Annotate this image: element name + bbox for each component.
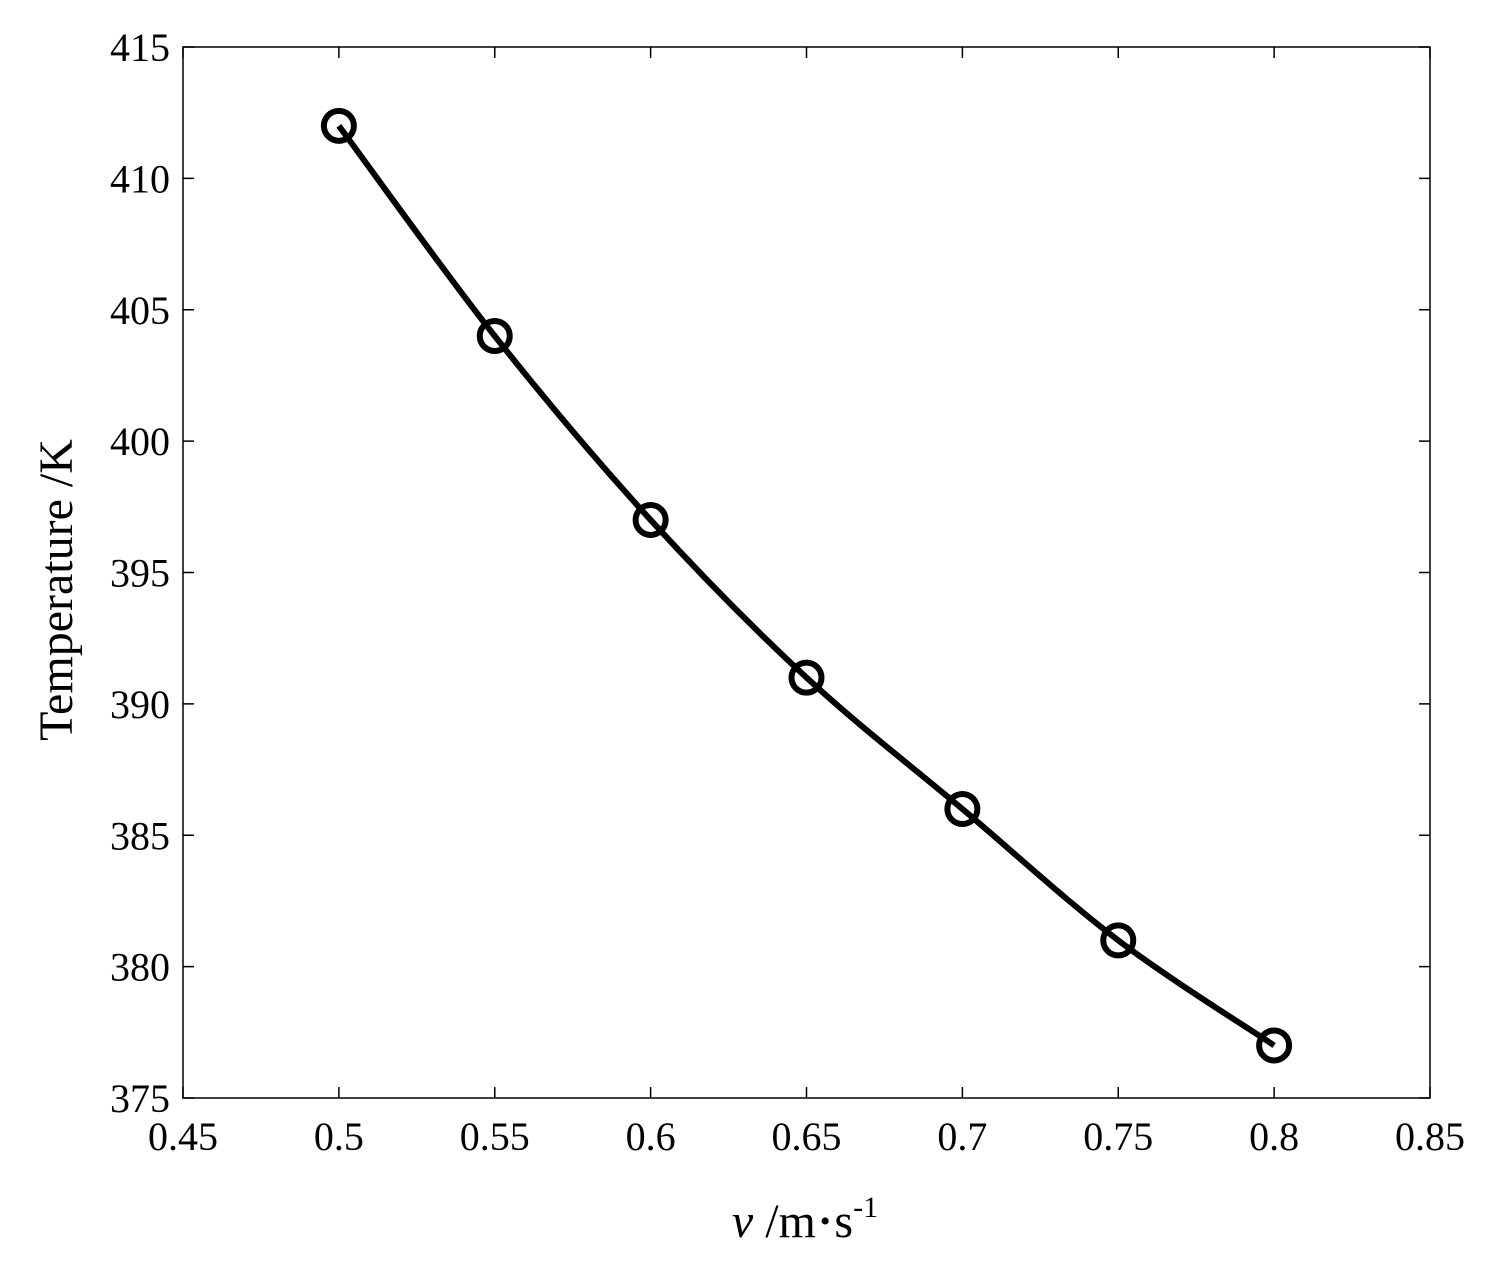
data-series	[320, 107, 1293, 1064]
data-point-4	[944, 790, 981, 827]
y-axis-title: Temperature /K	[30, 439, 83, 741]
y-tick-label: 405	[110, 288, 170, 333]
tick-labels: 0.45 0.5 0.55 0.6 0.65 0.7 0.75 0.8 0.85 375 380 38…	[110, 25, 1465, 1159]
x-tick-label: 0.85	[1395, 1114, 1465, 1159]
x-tick-label: 0.75	[1083, 1114, 1153, 1159]
x-tick-label: 0.6	[626, 1114, 676, 1159]
data-point-6	[1256, 1027, 1293, 1064]
plot-area	[182, 46, 1431, 1099]
x-tick-label: 0.65	[772, 1114, 842, 1159]
series-line-0	[336, 124, 1276, 1048]
data-point-3	[788, 659, 825, 696]
y-tick-label: 390	[110, 682, 170, 727]
y-tick-label: 410	[110, 156, 170, 201]
data-point-0	[320, 107, 357, 144]
x-tick-label: 0.7	[937, 1114, 987, 1159]
x-tick-label: 0.8	[1249, 1114, 1299, 1159]
x-axis-unit: /m	[753, 1195, 816, 1248]
x-axis-seconds: s	[834, 1195, 853, 1248]
x-axis-exponent: -1	[853, 1191, 878, 1224]
y-tick-label: 380	[110, 945, 170, 990]
x-tick-label: 0.55	[460, 1114, 530, 1159]
y-tick-label: 400	[110, 419, 170, 464]
data-point-2	[632, 501, 669, 538]
x-axis-title: v /m •s-1	[732, 1191, 878, 1248]
y-tick-label: 395	[110, 551, 170, 596]
y-tick-label: 415	[110, 25, 170, 70]
y-tick-label: 375	[110, 1076, 170, 1121]
y-tick-label: 385	[110, 813, 170, 858]
x-axis-variable: v	[732, 1195, 754, 1248]
data-point-1	[476, 318, 513, 355]
x-tick-label: 0.5	[314, 1114, 364, 1159]
axis-ticks	[182, 46, 1431, 1099]
x-tick-label: 0.45	[148, 1114, 218, 1159]
x-axis-dot: •	[820, 1205, 831, 1238]
data-point-5	[1100, 922, 1137, 959]
